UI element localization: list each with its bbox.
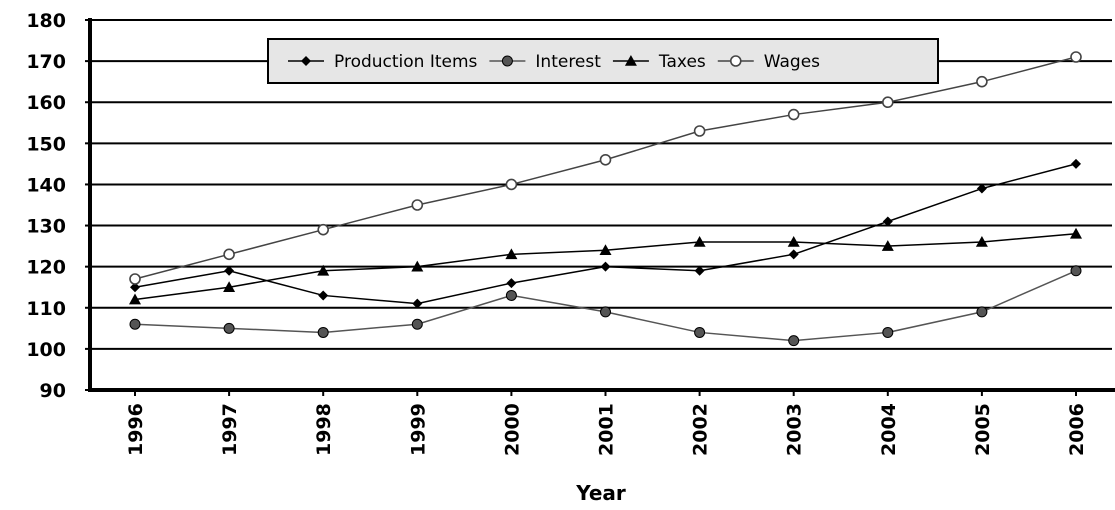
data-point-taxes-2004 [881,240,894,251]
y-tick-label-110: 110 [26,298,66,320]
data-point-interest-1998 [317,326,329,338]
data-point-interest-2002 [694,326,706,338]
axes [85,18,1115,396]
y-tick-label-150: 150 [26,133,66,155]
data-point-taxes-2003 [787,236,800,247]
data-point-interest-2001 [600,306,611,318]
y-tick-label-170: 170 [26,51,66,73]
legend-marker-taxes [624,55,637,66]
data-point-wages-2004 [881,96,894,109]
legend-marker-wages [729,55,742,67]
data-point-wages-2000 [505,178,518,191]
data-point-interest-2000 [505,289,517,301]
y-tick-label-100: 100 [26,339,66,361]
x-tick-label-2000: 2000 [501,403,523,456]
data-point-wages-2002 [693,125,706,137]
x-axis-title: Year [575,481,626,505]
data-point-production-items-2000 [506,278,517,289]
y-tick-label-180: 180 [26,10,66,32]
data-point-taxes-1996 [129,293,141,305]
data-point-production-items-2003 [788,249,799,260]
x-tick-label-2005: 2005 [972,403,994,456]
legend-marker-production-items [301,56,311,66]
series-interest [129,265,1082,347]
x-tick-label-2001: 2001 [596,403,618,456]
data-point-taxes-2005 [975,236,988,247]
legend-item-taxes: Taxes [612,52,706,72]
y-tick-label-120: 120 [26,257,66,279]
series-group [129,51,1082,347]
y-tick-labels: 90 100 110 120 130 140 150 160 170 180 [26,10,66,402]
data-point-interest-2004 [882,326,894,338]
x-tick-label-1999: 1999 [407,403,429,456]
data-point-production-items-2006 [1071,158,1081,169]
data-point-taxes-2001 [599,244,612,256]
data-point-interest-1999 [411,318,423,330]
legend-item-production-items: Production Items [288,52,478,72]
y-tick-label-130: 130 [26,216,66,238]
legend: Production Items Interest Taxes Wages [267,38,939,84]
x-tick-label-2004: 2004 [878,403,900,456]
gridlines [90,19,1112,350]
data-point-production-items-2004 [882,216,893,227]
data-point-interest-2005 [976,306,988,318]
series-taxes [129,227,1082,305]
x-tick-label-1996: 1996 [125,403,147,456]
data-point-wages-2005 [976,75,988,88]
data-point-wages-1997 [223,248,235,261]
data-point-production-items-2001 [600,261,611,272]
data-point-wages-1996 [129,273,141,285]
x-tick-label-1998: 1998 [313,403,335,456]
legend-label-production-items: Production Items [334,52,478,72]
legend-label-wages: Wages [764,52,820,72]
data-point-wages-1999 [411,199,424,211]
legend-label-interest: Interest [535,52,601,72]
data-point-taxes-2006 [1070,227,1082,239]
x-tick-label-2003: 2003 [784,403,806,456]
series-production-items [130,158,1081,309]
data-point-taxes-1997 [223,281,236,293]
data-point-wages-2003 [787,108,800,121]
data-point-interest-1997 [223,322,235,334]
data-point-taxes-1998 [317,264,330,276]
y-tick-label-90: 90 [40,380,66,402]
data-point-wages-1998 [317,223,330,236]
y-tick-label-160: 160 [26,92,66,114]
series-line-interest [134,270,1077,342]
data-point-taxes-2000 [505,248,518,260]
data-point-production-items-2002 [694,265,705,276]
data-point-production-items-1999 [412,298,423,309]
series-wages [129,51,1082,285]
data-point-production-items-1997 [224,265,235,276]
data-point-taxes-2002 [693,236,706,247]
x-tick-labels: 1996 1997 1998 1999 2000 2001 2002 2003 2004 2005… [125,403,1088,456]
x-tick-label-2006: 2006 [1066,403,1088,456]
data-point-interest-2003 [788,335,800,347]
legend-item-interest: Interest [489,52,601,72]
x-tick-label-2002: 2002 [690,403,712,456]
x-tick-label-1997: 1997 [219,403,241,456]
data-point-interest-1996 [129,318,141,330]
legend-marker-interest [501,55,513,67]
data-point-wages-2006 [1070,51,1082,63]
data-point-interest-2006 [1070,265,1082,277]
data-point-taxes-1999 [411,260,424,272]
data-point-production-items-1998 [318,290,329,301]
y-tick-label-140: 140 [26,174,66,196]
legend-label-taxes: Taxes [658,52,706,72]
data-point-production-items-1996 [130,282,140,293]
data-point-wages-2001 [599,153,612,166]
data-point-production-items-2005 [976,183,987,194]
legend-box [267,38,939,84]
legend-item-wages: Wages [717,52,820,72]
